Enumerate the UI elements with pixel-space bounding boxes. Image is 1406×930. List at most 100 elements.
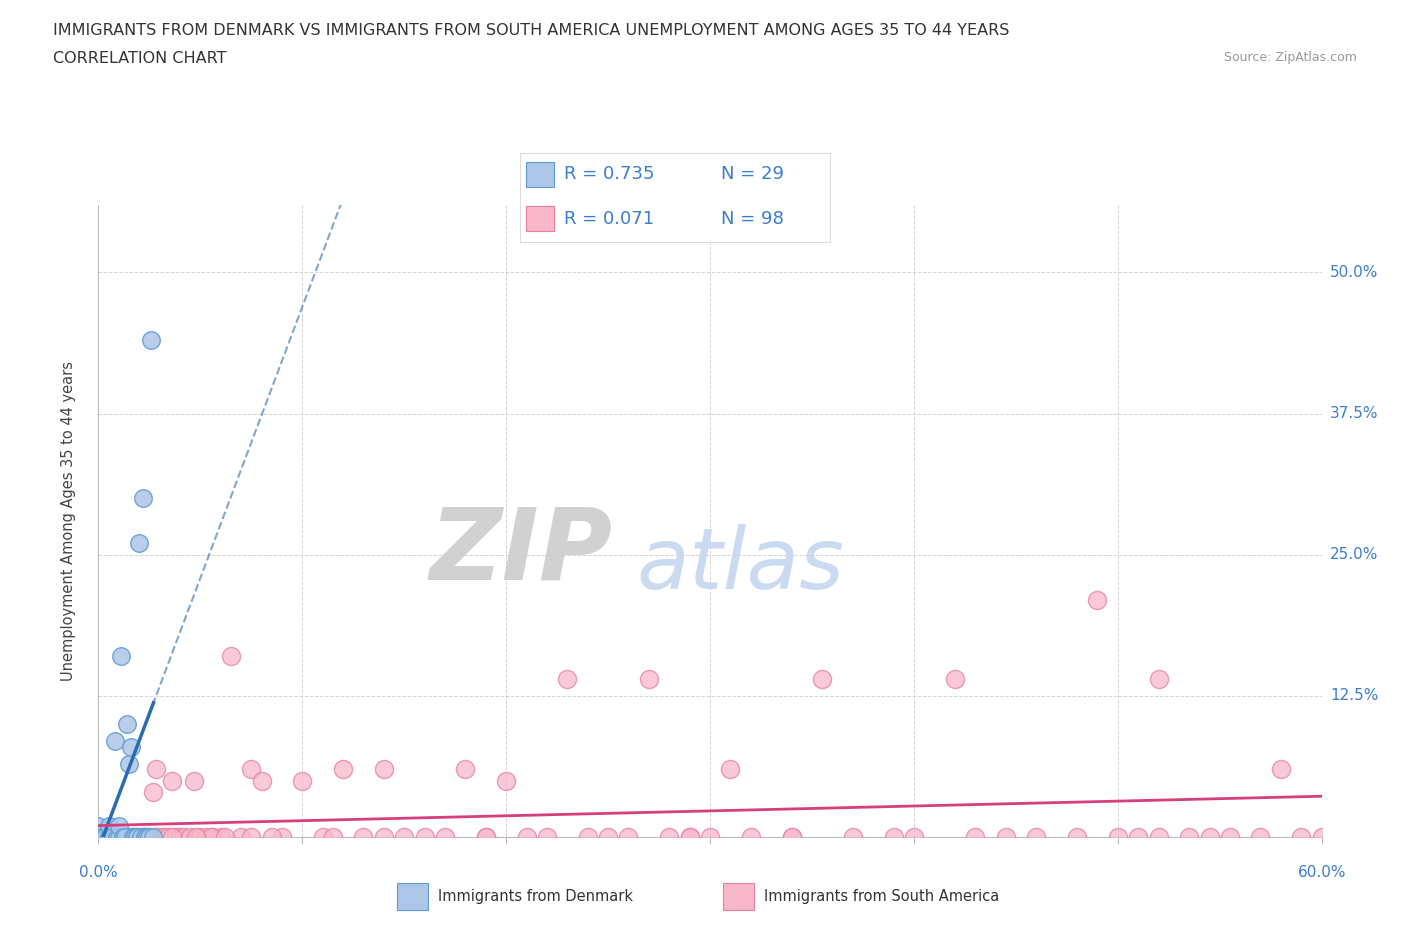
Point [740, 830, 762, 844]
Point [142, 784, 165, 799]
Point [108, 818, 131, 833]
Point [120, 739, 142, 754]
Point [169, 830, 191, 844]
Point [219, 649, 242, 664]
Point [1147, 671, 1170, 686]
Point [128, 830, 150, 844]
Point [87, 830, 110, 844]
Point [93, 830, 115, 844]
Point [179, 830, 201, 844]
Point [332, 762, 354, 777]
Point [201, 830, 224, 844]
Point [111, 830, 134, 844]
Point [104, 830, 127, 844]
Point [124, 830, 146, 844]
Point [658, 830, 681, 844]
Point [240, 762, 263, 777]
Point [118, 830, 141, 844]
Point [240, 830, 263, 844]
Point [96, 830, 118, 844]
Point [536, 830, 558, 844]
Point [1147, 830, 1170, 844]
Text: 37.5%: 37.5% [1330, 406, 1378, 421]
Text: ZIP: ZIP [429, 504, 612, 601]
Point [699, 830, 721, 844]
Point [231, 830, 253, 844]
Text: 50.0%: 50.0% [1330, 265, 1378, 280]
Point [413, 830, 436, 844]
Point [165, 830, 187, 844]
Point [209, 830, 232, 844]
Point [811, 671, 834, 686]
Point [152, 830, 174, 844]
Text: Immigrants from Denmark: Immigrants from Denmark [439, 889, 633, 904]
Text: 25.0%: 25.0% [1330, 547, 1378, 562]
Point [97, 818, 120, 833]
Point [516, 830, 538, 844]
Point [260, 830, 283, 844]
Point [118, 756, 141, 771]
Point [127, 830, 149, 844]
Point [1310, 830, 1333, 844]
Point [91, 830, 114, 844]
Point [108, 830, 131, 844]
FancyBboxPatch shape [526, 206, 554, 231]
Point [718, 762, 742, 777]
Point [943, 671, 966, 686]
Point [637, 671, 661, 686]
Point [142, 830, 165, 844]
Y-axis label: Unemployment Among Ages 35 to 44 years: Unemployment Among Ages 35 to 44 years [60, 361, 76, 681]
Point [132, 830, 155, 844]
Text: N = 29: N = 29 [721, 166, 785, 183]
Point [1128, 830, 1150, 844]
Point [87, 818, 110, 833]
Point [183, 773, 205, 788]
Point [780, 830, 803, 844]
Point [474, 830, 498, 844]
Point [186, 830, 208, 844]
Point [124, 830, 146, 844]
Point [1066, 830, 1088, 844]
Point [214, 830, 236, 844]
Point [104, 734, 127, 749]
Point [883, 830, 905, 844]
Point [127, 830, 149, 844]
Point [617, 830, 640, 844]
Point [115, 717, 138, 732]
Point [270, 830, 294, 844]
Point [101, 830, 124, 844]
Point [128, 536, 150, 551]
Point [132, 491, 155, 506]
Text: atlas: atlas [637, 524, 845, 606]
Point [679, 830, 702, 844]
Point [994, 830, 1017, 844]
FancyBboxPatch shape [396, 883, 429, 910]
Text: R = 0.071: R = 0.071 [564, 210, 654, 228]
Text: 12.5%: 12.5% [1330, 688, 1378, 703]
Point [105, 830, 128, 844]
Point [97, 830, 120, 844]
Point [188, 830, 212, 844]
Text: 60.0%: 60.0% [1298, 865, 1346, 880]
Point [100, 830, 122, 844]
Point [195, 830, 218, 844]
Point [87, 830, 110, 844]
Point [903, 830, 925, 844]
Point [1270, 762, 1292, 777]
Point [129, 830, 152, 844]
Point [111, 830, 134, 844]
Point [93, 830, 115, 844]
Point [373, 830, 395, 844]
Point [145, 830, 167, 844]
Point [160, 830, 183, 844]
Point [291, 773, 314, 788]
Point [1025, 830, 1047, 844]
Point [120, 830, 142, 844]
Point [132, 830, 155, 844]
Point [136, 830, 159, 844]
Point [965, 830, 987, 844]
Point [250, 773, 273, 788]
Point [136, 830, 159, 844]
Point [114, 830, 136, 844]
Text: 0.0%: 0.0% [79, 865, 118, 880]
